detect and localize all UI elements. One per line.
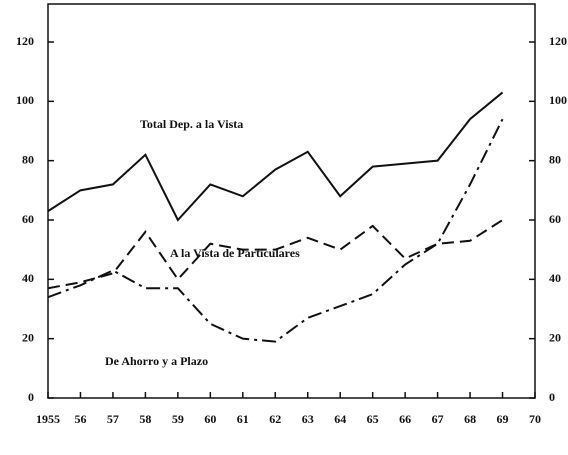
series-line [47, 91, 504, 222]
x-tick-label: 64 [334, 412, 346, 426]
y2-tick-label: 80 [549, 152, 561, 166]
y-tick-label: 0 [28, 390, 34, 404]
x-tick-label: 70 [529, 412, 541, 426]
x-tick-label: 69 [497, 412, 509, 426]
x-tick-label: 63 [302, 412, 314, 426]
x-tick-label: 68 [464, 412, 476, 426]
x-tick-label: 58 [139, 412, 151, 426]
x-tick-label: 59 [172, 412, 184, 426]
y2-tick-label: 60 [549, 212, 561, 226]
x-tick-label: 61 [237, 412, 249, 426]
x-tick-label: 60 [204, 412, 216, 426]
series-label: A la Vista de Particulares [170, 246, 300, 260]
series-label: Total Dep. a la Vista [140, 117, 243, 131]
x-tick-label: 66 [399, 412, 411, 426]
y-tick-label: 60 [22, 212, 34, 226]
y2-tick-label: 100 [549, 93, 567, 107]
x-tick-label: 56 [74, 412, 86, 426]
x-tick-label: 57 [107, 412, 119, 426]
series-line [47, 118, 504, 343]
plot-frame [47, 3, 536, 399]
series-line [47, 219, 504, 290]
y-tick-label: 20 [22, 330, 34, 344]
y2-tick-label: 40 [549, 271, 561, 285]
series-label: De Ahorro y a Plazo [105, 354, 208, 368]
y-tick-label: 100 [16, 93, 34, 107]
x-tick-label: 67 [432, 412, 444, 426]
y-tick-label: 40 [22, 271, 34, 285]
y2-tick-label: 20 [549, 330, 561, 344]
x-tick-label: 1955 [36, 412, 60, 426]
y-tick-label: 120 [16, 34, 34, 48]
y-tick-label: 80 [22, 152, 34, 166]
x-tick-label: 65 [367, 412, 379, 426]
y2-tick-label: 0 [549, 390, 555, 404]
y2-tick-label: 120 [549, 34, 567, 48]
x-tick-label: 62 [269, 412, 281, 426]
